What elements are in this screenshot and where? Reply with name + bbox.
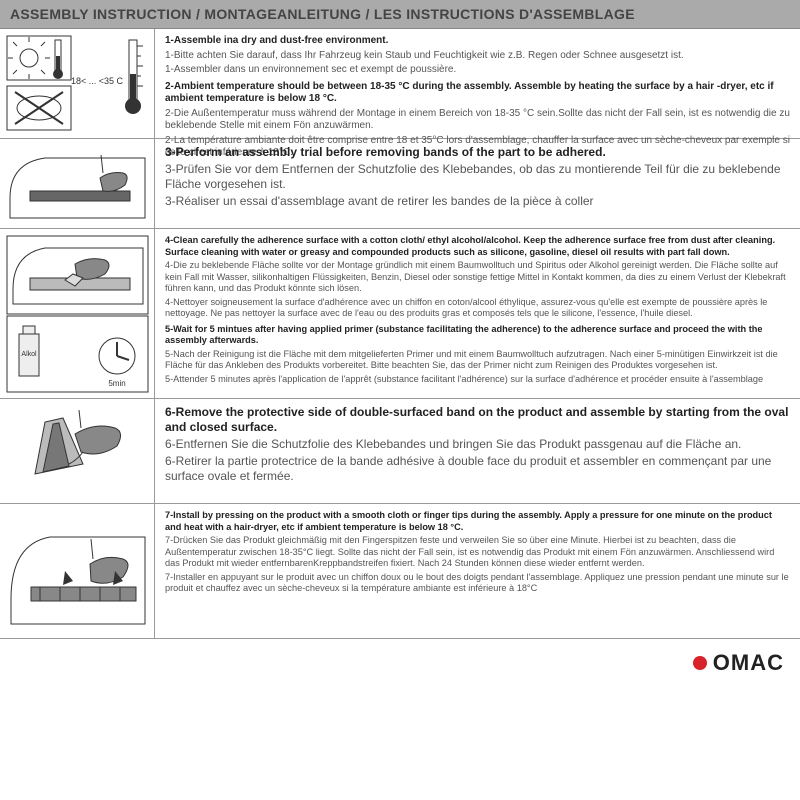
footer: OMAC (0, 639, 800, 684)
step-text: 6-Retirer la partie protectrice de la ba… (165, 454, 790, 484)
svg-text:18< ... <35 C: 18< ... <35 C (70, 76, 123, 86)
instruction-row-3: Alkol 5min 4-Clean carefully the adheren… (0, 229, 800, 399)
step-text: 7-Install by pressing on the product wit… (165, 510, 790, 533)
instruction-text-5: 7-Install by pressing on the product wit… (155, 504, 800, 638)
instruction-text-2: 3-Perform an assembly trial before remov… (155, 139, 800, 228)
step-text: 4-Die zu beklebende Fläche sollte vor de… (165, 260, 790, 295)
page-title: ASSEMBLY INSTRUCTION / MONTAGEANLEITUNG … (10, 6, 790, 22)
step-text: 7-Installer en appuyant sur le produit a… (165, 572, 790, 595)
step-text: 4-Clean carefully the adherence surface … (165, 235, 790, 258)
step-text: 5-Attender 5 minutes après l'application… (165, 374, 790, 386)
sun-thermometer-icon: 18< ... <35 C (5, 34, 150, 134)
step-text: 6-Entfernen Sie die Schutzfolie des Kleb… (165, 437, 790, 452)
instruction-text-1: 1-Assemble ina dry and dust-free environ… (155, 29, 800, 138)
step-text: 3-Perform an assembly trial before remov… (165, 145, 790, 160)
peel-tape-icon (5, 404, 150, 499)
header-bar: ASSEMBLY INSTRUCTION / MONTAGEANLEITUNG … (0, 0, 800, 29)
press-install-icon (5, 509, 150, 634)
instruction-row-2: 3-Perform an assembly trial before remov… (0, 139, 800, 229)
instruction-text-3: 4-Clean carefully the adherence surface … (155, 229, 800, 398)
step-text: 7-Drücken Sie das Produkt gleichmäßig mi… (165, 535, 790, 570)
instruction-row-1: 18< ... <35 C 1-Assemble ina dry and dus… (0, 29, 800, 139)
car-sill-trial-icon (5, 143, 150, 225)
illustration-temp: 18< ... <35 C (0, 29, 155, 138)
illustration-press (0, 504, 155, 638)
step-text: 1-Assemble ina dry and dust-free environ… (165, 35, 790, 48)
illustration-trial (0, 139, 155, 228)
step-text: 1-Assembler dans un environnement sec et… (165, 64, 790, 77)
step-text: 3-Prüfen Sie vor dem Entfernen der Schut… (165, 162, 790, 192)
logo-dot-icon (693, 656, 707, 670)
instruction-text-4: 6-Remove the protective side of double-s… (155, 399, 800, 503)
brand-logo: OMAC (713, 650, 784, 676)
step-text: 1-Bitte achten Sie darauf, dass Ihr Fahr… (165, 50, 790, 63)
step-text: 2-Ambient temperature should be between … (165, 81, 790, 106)
clean-primer-icon: Alkol 5min (5, 234, 150, 394)
illustration-clean-primer: Alkol 5min (0, 229, 155, 398)
instruction-row-4: 6-Remove the protective side of double-s… (0, 399, 800, 504)
step-text: 4-Nettoyer soigneusement la surface d'ad… (165, 297, 790, 320)
svg-text:Alkol: Alkol (21, 351, 37, 358)
step-text: 5-Wait for 5 mintues after having applie… (165, 324, 790, 347)
instruction-row-5: 7-Install by pressing on the product wit… (0, 504, 800, 639)
illustration-peel (0, 399, 155, 503)
step-text: 5-Nach der Reinigung ist die Fläche mit … (165, 349, 790, 372)
step-text: 3-Réaliser un essai d'assemblage avant d… (165, 194, 790, 209)
svg-text:5min: 5min (108, 379, 125, 388)
step-text: 2-Die Außentemperatur muss während der M… (165, 108, 790, 133)
step-text: 6-Remove the protective side of double-s… (165, 405, 790, 435)
